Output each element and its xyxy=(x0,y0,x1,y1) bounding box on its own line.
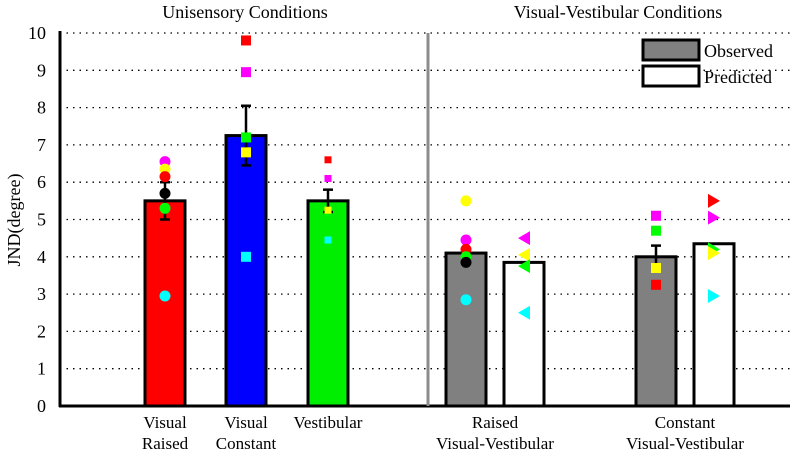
bars xyxy=(143,134,736,408)
subject-point-circle xyxy=(159,171,171,183)
subject-point-square xyxy=(241,147,251,158)
y-tick-label: 5 xyxy=(37,210,46,230)
axes xyxy=(58,31,790,408)
subject-point-square xyxy=(651,210,661,221)
subject-point-square xyxy=(651,262,661,273)
y-axis-label: JND(degree) xyxy=(4,174,25,267)
subject-point-square xyxy=(324,174,332,182)
subject-point-square xyxy=(241,251,251,262)
subject-point-circle xyxy=(159,187,171,199)
subject-point-triangle xyxy=(518,231,530,246)
x-category-label: Visual xyxy=(224,413,268,432)
subject-point-square xyxy=(241,35,251,46)
y-tick-label: 0 xyxy=(37,396,46,416)
bar xyxy=(634,255,678,408)
y-tick-labels: 0 1 2 3 4 5 6 7 8 9 10 xyxy=(28,23,46,416)
legend-label-predicted: Predicted xyxy=(704,67,772,87)
bar xyxy=(143,199,187,408)
y-tick-label: 9 xyxy=(37,60,46,80)
subject-point-circle xyxy=(159,202,171,214)
subject-point-square xyxy=(651,279,661,290)
legend-swatch-observed xyxy=(641,38,701,62)
x-category-label: Constant xyxy=(216,434,277,453)
subject-point-triangle xyxy=(708,193,720,208)
x-category-label: Vestibular xyxy=(294,413,363,432)
subject-point-circle xyxy=(460,294,472,306)
panel-title-visual-vestibular: Visual-Vestibular Conditions xyxy=(514,2,722,22)
subject-point-triangle xyxy=(518,259,530,274)
x-category-label: Constant xyxy=(655,413,716,432)
subject-points xyxy=(159,35,720,320)
y-tick-label: 8 xyxy=(37,98,46,118)
subject-point-circle xyxy=(460,256,472,268)
subject-point-square xyxy=(651,225,661,236)
y-tick-label: 1 xyxy=(37,359,46,379)
legend-swatch-predicted xyxy=(641,64,701,88)
y-tick-label: 7 xyxy=(37,135,46,155)
subject-point-circle xyxy=(159,290,171,302)
subject-point-square xyxy=(241,67,251,78)
legend-label-observed: Observed xyxy=(704,41,773,61)
subject-point-square xyxy=(324,156,332,164)
bar xyxy=(224,134,268,408)
x-category-label: Raised xyxy=(142,434,189,453)
subject-point-square xyxy=(324,206,332,214)
y-tick-label: 6 xyxy=(37,172,46,192)
panel-title-unisensory: Unisensory Conditions xyxy=(162,2,328,22)
subject-point-circle xyxy=(460,195,472,207)
y-tick-label: 2 xyxy=(37,321,46,341)
subject-point-square xyxy=(241,132,251,143)
gridlines xyxy=(60,32,790,370)
bar xyxy=(502,260,546,408)
y-tick-label: 4 xyxy=(37,247,46,267)
bar xyxy=(692,242,736,408)
subject-point-triangle xyxy=(518,305,530,320)
subject-point-circle xyxy=(460,234,472,246)
y-tick-label: 3 xyxy=(37,284,46,304)
y-tick-label: 10 xyxy=(28,23,46,43)
legend: Observed Predicted xyxy=(641,38,773,88)
x-category-label: Visual-Vestibular xyxy=(436,434,554,453)
x-category-labels: Visual Raised Visual Constant Vestibular Rais… xyxy=(142,413,744,453)
subject-point-triangle xyxy=(518,247,530,262)
x-category-label: Visual xyxy=(143,413,187,432)
bar xyxy=(444,251,488,408)
bar xyxy=(306,199,350,408)
subject-point-triangle xyxy=(708,288,720,303)
x-category-label: Visual-Vestibular xyxy=(626,434,744,453)
subject-point-triangle xyxy=(708,246,720,261)
x-category-label: Raised xyxy=(472,413,519,432)
subject-point-triangle xyxy=(708,210,720,225)
subject-point-square xyxy=(324,236,332,244)
